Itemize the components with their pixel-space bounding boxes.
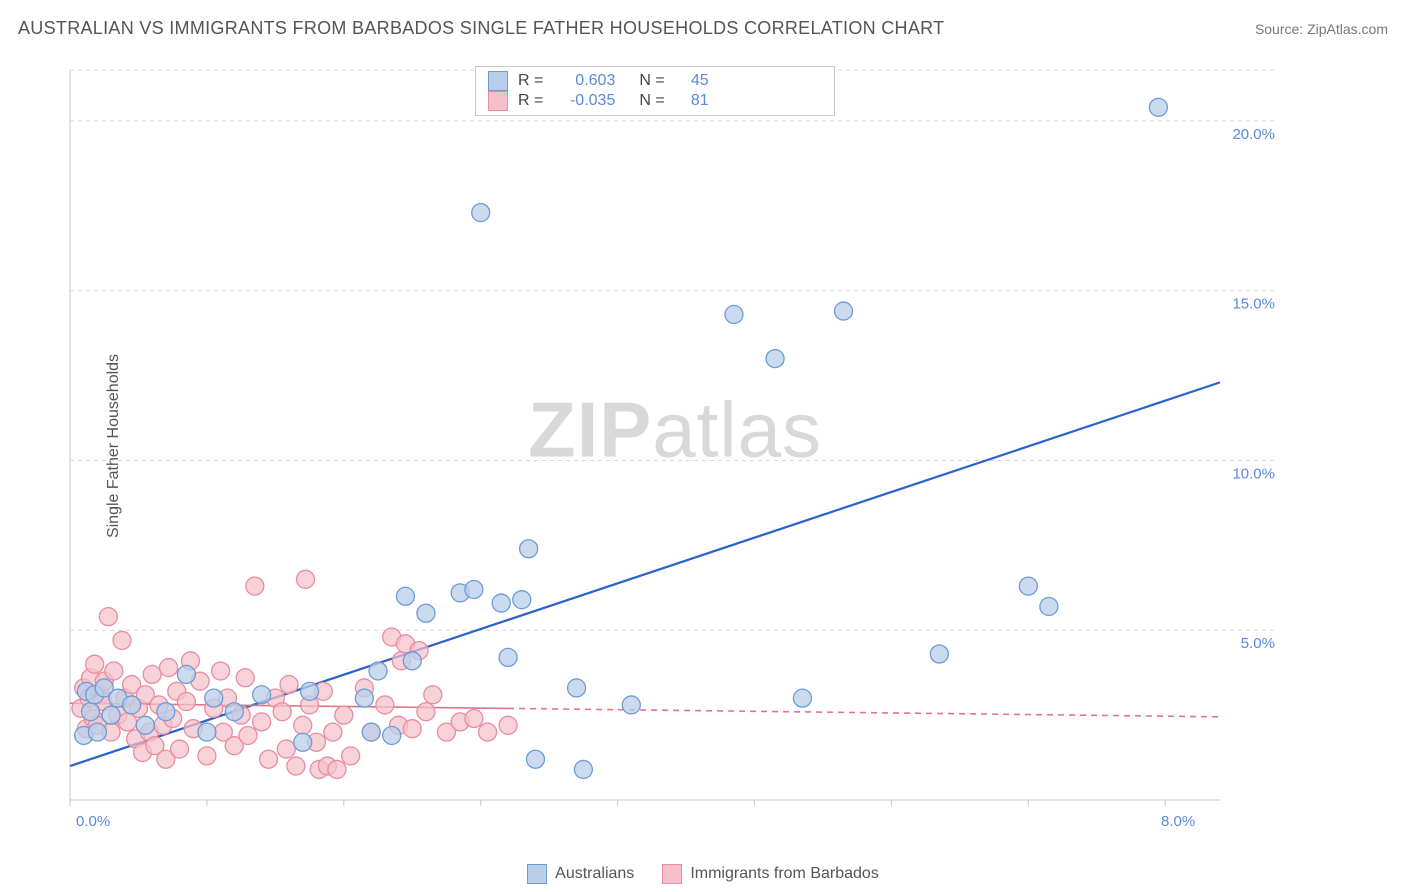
y-tick-label: 5.0% [1241,635,1275,652]
correlation-legend: R =0.603N =45R =-0.035N =81 [475,66,835,116]
legend-label-barbados: Immigrants from Barbados [690,865,879,883]
chart-title: AUSTRALIAN VS IMMIGRANTS FROM BARBADOS S… [18,18,944,39]
scatter-chart: 5.0% 10.0% 15.0% 20.0% 0.0% 8.0% R =0.603N =45… [60,60,1290,830]
source-text: Source: ZipAtlas.com [1255,21,1388,37]
bottom-legend: Australians Immigrants from Barbados [0,864,1406,884]
legend-label-australians: Australians [555,865,634,883]
legend-item-australians: Australians [527,864,634,884]
swatch-barbados-icon [662,864,682,884]
y-tick-label: 15.0% [1232,296,1275,313]
legend-item-barbados: Immigrants from Barbados [662,864,879,884]
x-tick-label: 8.0% [1161,813,1195,830]
y-tick-label: 20.0% [1232,126,1275,143]
swatch-australians-icon [527,864,547,884]
title-bar: AUSTRALIAN VS IMMIGRANTS FROM BARBADOS S… [18,18,1388,39]
x-tick-label: 0.0% [76,813,110,830]
y-tick-label: 10.0% [1232,465,1275,482]
plot-area: ZIPatlas 5.0%10.0%15.0%20.0%0.0%8.0%R =0… [60,60,1290,830]
